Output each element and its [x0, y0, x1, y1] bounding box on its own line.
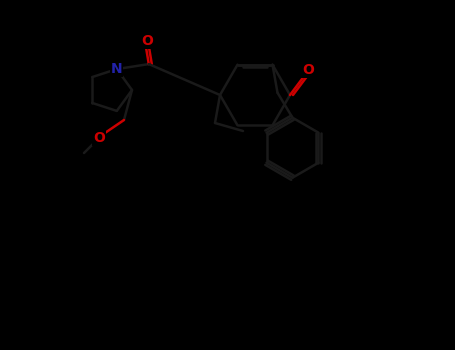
Text: O: O	[141, 34, 153, 48]
Text: O: O	[302, 63, 314, 77]
Text: O: O	[93, 131, 105, 145]
Text: N: N	[111, 62, 122, 76]
